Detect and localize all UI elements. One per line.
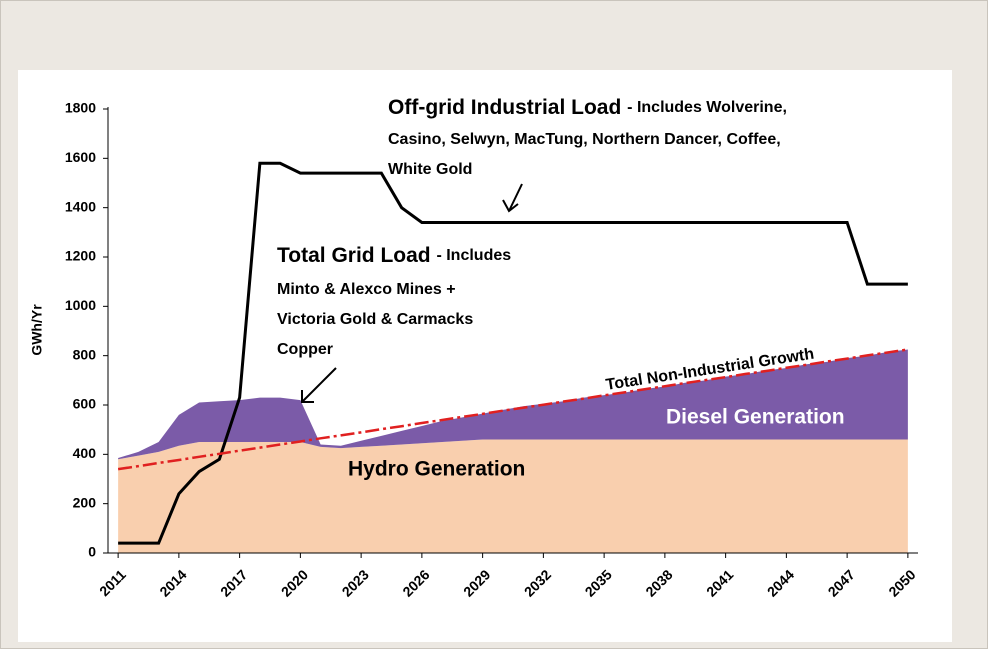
- grid-line: Victoria Gold & Carmacks: [277, 311, 473, 328]
- grid-line: Minto & Alexco Mines +: [277, 281, 456, 298]
- y-tick-label: 1800: [65, 100, 96, 116]
- grid-line: - Includes: [436, 247, 511, 264]
- offgrid-title: Off-grid Industrial Load: [388, 96, 621, 119]
- offgrid-line: Casino, Selwyn, MacTung, Northern Dancer…: [388, 131, 781, 148]
- grid-line: Copper: [277, 341, 333, 358]
- area: [118, 439, 908, 553]
- y-tick-label: 1000: [65, 297, 96, 313]
- arrows: [301, 183, 523, 403]
- y-tick-label: 1400: [65, 198, 96, 214]
- area: [118, 349, 908, 460]
- y-tick-label: 0: [88, 544, 96, 560]
- offgrid-label: Off-grid Industrial Load - Includes Wolv…: [388, 96, 787, 119]
- arrow-head: [502, 199, 519, 213]
- grid-label: Total Grid Load - Includes: [277, 244, 511, 267]
- y-tick-label: 400: [73, 445, 97, 461]
- y-tick-label: 200: [73, 494, 97, 510]
- y-axis-label: GWh/Yr: [29, 304, 45, 356]
- line: [118, 161, 908, 545]
- line: [117, 348, 909, 471]
- y-tick-label: 600: [73, 396, 97, 412]
- grid-title: Total Grid Load: [277, 244, 431, 267]
- y-tick-label: 1200: [65, 248, 96, 264]
- y-tick-label: 800: [73, 346, 97, 362]
- arrow: [301, 367, 337, 403]
- diesel-label: Diesel Generation: [666, 406, 845, 429]
- arrow-head: [301, 390, 314, 403]
- offgrid-line: White Gold: [388, 161, 472, 178]
- hydro-label: Hydro Generation: [348, 458, 525, 481]
- y-tick-label: 1600: [65, 149, 96, 165]
- offgrid-line: - Includes Wolverine,: [627, 99, 787, 116]
- arrow: [508, 183, 523, 212]
